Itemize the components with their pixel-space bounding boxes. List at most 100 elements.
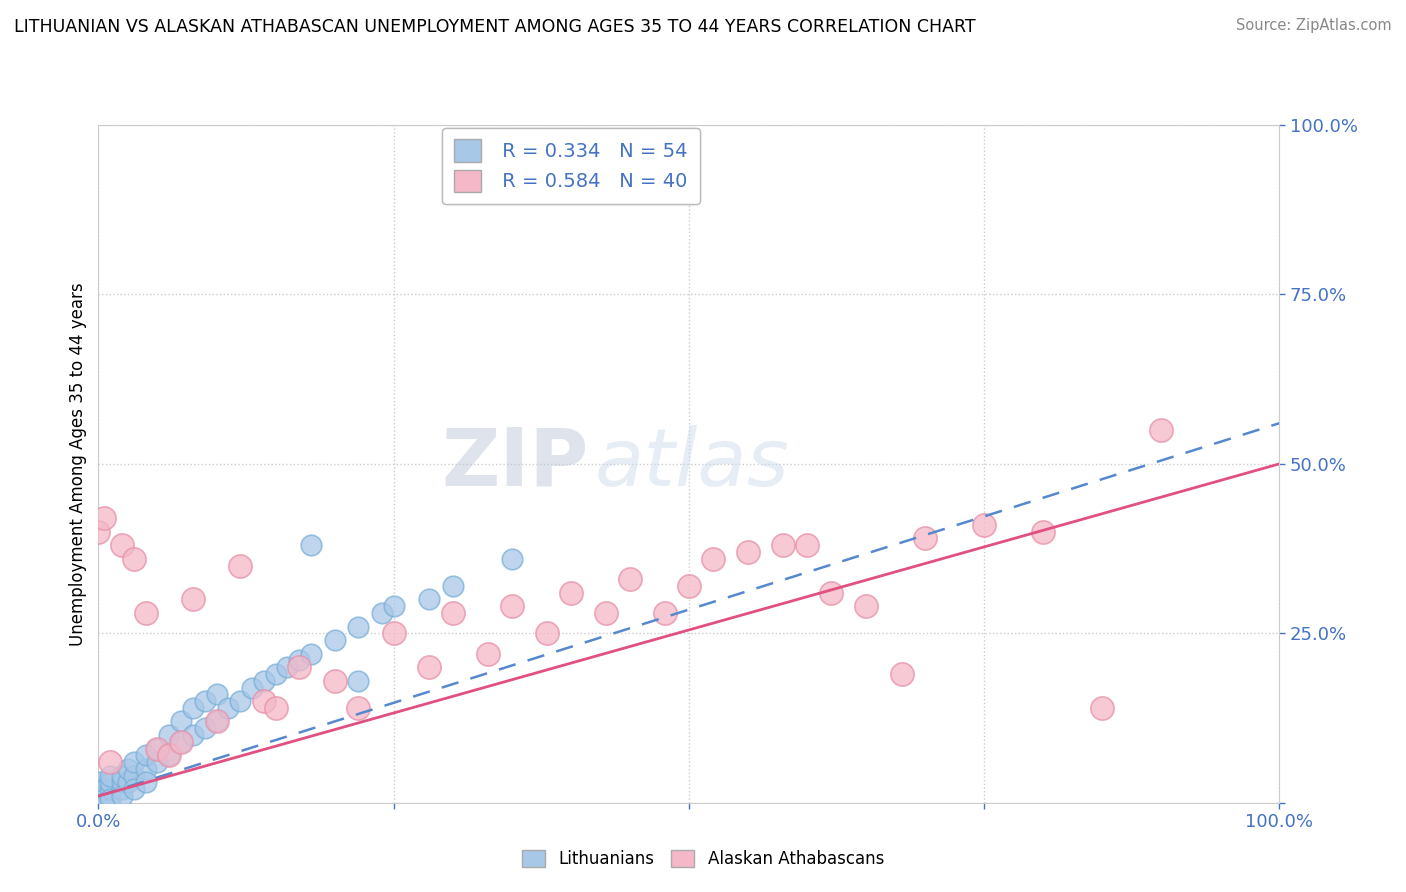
- Point: [205, 687, 228, 701]
- Point: [146, 741, 169, 756]
- Point: [418, 592, 440, 607]
- Point: [477, 647, 499, 661]
- Point: [229, 694, 252, 708]
- Point: [1150, 423, 1173, 437]
- Point: [288, 653, 311, 667]
- Point: [98, 792, 121, 806]
- Point: [1032, 524, 1054, 539]
- Point: [117, 775, 139, 789]
- Point: [418, 660, 440, 674]
- Point: [914, 532, 936, 546]
- Legend:  R = 0.334   N = 54,  R = 0.584   N = 40: R = 0.334 N = 54, R = 0.584 N = 40: [441, 128, 700, 204]
- Point: [1091, 701, 1114, 715]
- Point: [157, 748, 180, 763]
- Point: [299, 647, 322, 661]
- Point: [98, 769, 121, 783]
- Point: [382, 626, 405, 640]
- Point: [264, 667, 287, 681]
- Legend: Lithuanians, Alaskan Athabascans: Lithuanians, Alaskan Athabascans: [515, 843, 891, 875]
- Point: [194, 721, 217, 735]
- Point: [122, 755, 145, 769]
- Point: [146, 755, 169, 769]
- Point: [135, 606, 157, 620]
- Text: ZIP: ZIP: [441, 425, 589, 503]
- Point: [87, 775, 110, 789]
- Point: [87, 792, 110, 806]
- Point: [702, 551, 724, 566]
- Y-axis label: Unemployment Among Ages 35 to 44 years: Unemployment Among Ages 35 to 44 years: [69, 282, 87, 646]
- Point: [205, 714, 228, 729]
- Point: [382, 599, 405, 614]
- Point: [855, 599, 877, 614]
- Point: [87, 782, 110, 797]
- Text: Source: ZipAtlas.com: Source: ZipAtlas.com: [1236, 18, 1392, 33]
- Point: [772, 538, 794, 552]
- Point: [536, 626, 558, 640]
- Point: [122, 551, 145, 566]
- Point: [181, 728, 204, 742]
- Point: [501, 599, 523, 614]
- Point: [264, 701, 287, 715]
- Point: [323, 673, 346, 688]
- Point: [347, 701, 370, 715]
- Point: [678, 579, 700, 593]
- Point: [111, 789, 134, 803]
- Point: [253, 694, 276, 708]
- Point: [111, 538, 134, 552]
- Point: [194, 694, 217, 708]
- Point: [111, 775, 134, 789]
- Point: [890, 667, 912, 681]
- Point: [98, 789, 121, 803]
- Text: atlas: atlas: [595, 425, 789, 503]
- Point: [240, 681, 263, 695]
- Point: [93, 782, 115, 797]
- Point: [441, 606, 464, 620]
- Point: [117, 762, 139, 776]
- Point: [288, 660, 311, 674]
- Point: [93, 789, 115, 803]
- Point: [111, 769, 134, 783]
- Point: [595, 606, 617, 620]
- Point: [205, 714, 228, 729]
- Point: [157, 728, 180, 742]
- Point: [98, 775, 121, 789]
- Point: [619, 572, 641, 586]
- Point: [122, 769, 145, 783]
- Point: [157, 748, 180, 763]
- Point: [93, 511, 115, 525]
- Point: [181, 592, 204, 607]
- Point: [122, 782, 145, 797]
- Point: [170, 735, 193, 749]
- Point: [796, 538, 818, 552]
- Point: [820, 585, 842, 599]
- Text: LITHUANIAN VS ALASKAN ATHABASCAN UNEMPLOYMENT AMONG AGES 35 TO 44 YEARS CORRELAT: LITHUANIAN VS ALASKAN ATHABASCAN UNEMPLO…: [14, 18, 976, 36]
- Point: [560, 585, 582, 599]
- Point: [737, 545, 759, 559]
- Point: [217, 701, 239, 715]
- Point: [347, 673, 370, 688]
- Point: [229, 558, 252, 573]
- Point: [654, 606, 676, 620]
- Point: [501, 551, 523, 566]
- Point: [93, 792, 115, 806]
- Point: [87, 524, 110, 539]
- Point: [98, 782, 121, 797]
- Point: [135, 775, 157, 789]
- Point: [973, 517, 995, 532]
- Point: [146, 741, 169, 756]
- Point: [170, 714, 193, 729]
- Point: [441, 579, 464, 593]
- Point: [253, 673, 276, 688]
- Point: [98, 755, 121, 769]
- Point: [111, 782, 134, 797]
- Point: [371, 606, 394, 620]
- Point: [276, 660, 298, 674]
- Point: [170, 735, 193, 749]
- Point: [323, 633, 346, 648]
- Point: [135, 748, 157, 763]
- Point: [87, 790, 110, 805]
- Point: [347, 619, 370, 633]
- Point: [299, 538, 322, 552]
- Point: [135, 762, 157, 776]
- Point: [181, 701, 204, 715]
